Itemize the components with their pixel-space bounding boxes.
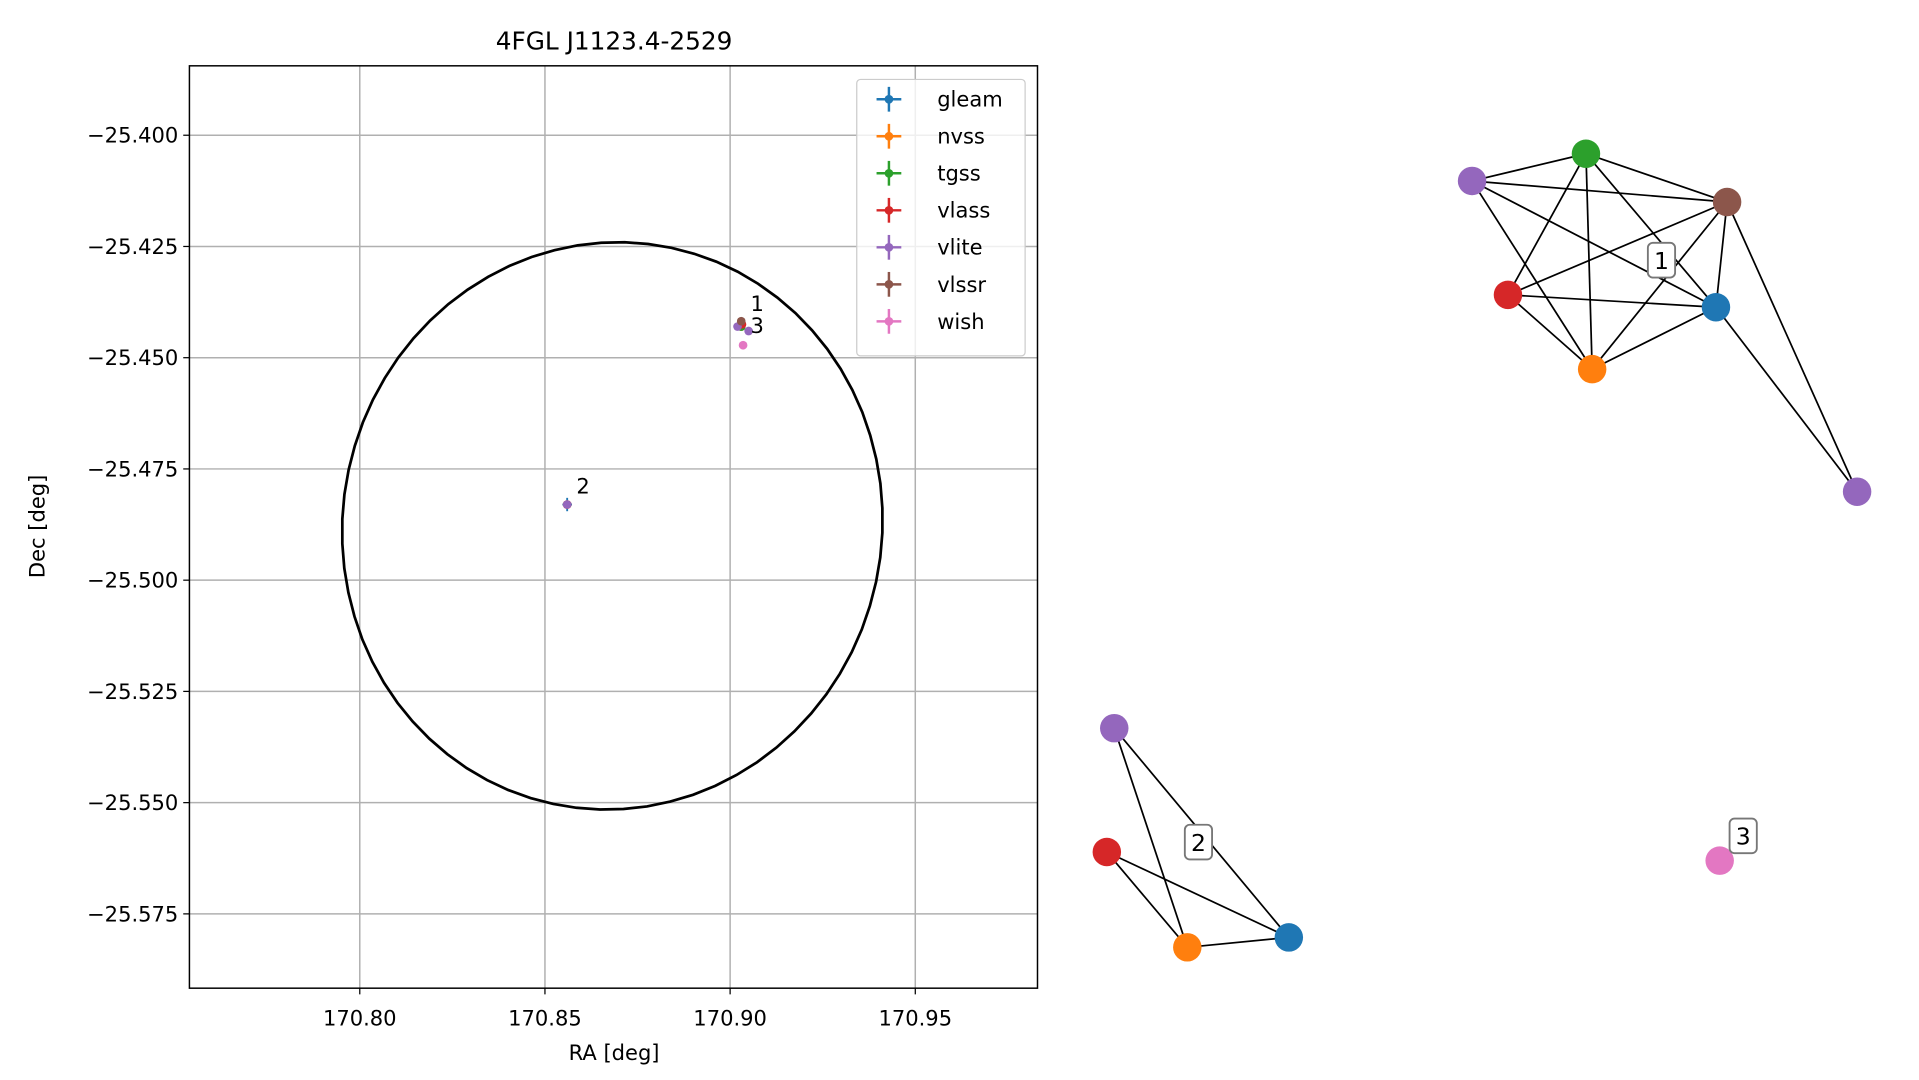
point	[744, 326, 753, 336]
graph-node	[1701, 293, 1731, 322]
plot-frame	[188, 65, 1039, 989]
graph-node	[1577, 354, 1607, 384]
legend-marker	[884, 280, 894, 289]
graph-node	[1493, 280, 1523, 310]
legend-label: gleam	[937, 87, 1003, 112]
y-tick-label: −25.525	[87, 679, 178, 704]
graph-edge	[1507, 294, 1593, 370]
error-ellipse	[340, 240, 884, 811]
graph-edge	[1715, 201, 1728, 308]
graph-node	[1842, 477, 1872, 506]
graph-edge	[1471, 152, 1587, 182]
x-tick-label: 170.85	[508, 1005, 582, 1030]
y-tick-label: −25.450	[87, 345, 178, 370]
graph-node	[1173, 933, 1202, 962]
y-axis-label: Dec [deg]	[25, 475, 50, 578]
graph-edge	[1106, 851, 1188, 948]
chart-title: 4FGL J1123.4-2529	[496, 27, 733, 56]
annotation: 1	[750, 291, 763, 316]
graph-node	[1712, 187, 1742, 217]
graph-node	[1092, 837, 1122, 867]
point	[736, 316, 746, 326]
y-tick-label: −25.500	[87, 568, 178, 593]
y-tick-label: −25.475	[87, 456, 178, 481]
legend-marker	[884, 131, 894, 141]
group-label: 3	[1736, 823, 1751, 851]
legend-label: tgss	[937, 161, 981, 186]
graph-edge	[1471, 180, 1728, 203]
legend-marker	[884, 168, 894, 178]
y-tick-label: −25.575	[87, 901, 178, 926]
graph-node	[1100, 713, 1129, 743]
group-label: 2	[1191, 829, 1206, 857]
graph-edge	[1507, 153, 1587, 296]
graph-edge	[1187, 936, 1289, 949]
graph-node	[1571, 139, 1601, 168]
graph-edge	[1726, 201, 1858, 493]
group-label-box	[1183, 823, 1213, 861]
graph-edge	[1591, 201, 1728, 370]
legend-marker	[884, 94, 894, 104]
graph-edge	[1591, 306, 1717, 370]
group-label: 1	[1654, 247, 1669, 275]
legend-marker	[884, 242, 894, 252]
graph-edge	[1106, 851, 1290, 939]
graph-edge	[1471, 180, 1593, 370]
graph-edge	[1471, 180, 1717, 309]
graph-node	[1705, 846, 1734, 875]
legend-marker	[884, 317, 894, 326]
graph-node	[1274, 923, 1304, 952]
group-label-box	[1728, 817, 1758, 855]
point	[562, 500, 572, 509]
legend-label: wish	[937, 309, 984, 334]
graph-edge	[1585, 153, 1717, 308]
legend-label: nvss	[937, 124, 985, 149]
x-axis-label: RA [deg]	[569, 1040, 660, 1065]
point	[738, 340, 748, 350]
graph-edge	[1507, 293, 1717, 309]
graph-node	[1457, 166, 1487, 196]
graph-edge	[1113, 727, 1189, 948]
y-tick-label: −25.425	[87, 234, 178, 259]
legend-label: vlite	[937, 235, 982, 260]
x-tick-label: 170.90	[693, 1005, 767, 1030]
legend: gleam nvss tgss vlass vlite vlssr wish	[856, 78, 1026, 357]
legend-marker	[884, 205, 894, 215]
legend-label: vlssr	[937, 272, 986, 297]
y-tick-label: −25.400	[87, 123, 178, 148]
annotation: 2	[576, 473, 589, 498]
x-tick-label: 170.80	[323, 1005, 397, 1030]
graph-edge	[1507, 201, 1728, 296]
y-tick-label: −25.550	[87, 790, 178, 815]
legend-label: vlass	[937, 198, 990, 223]
group-label-box	[1646, 241, 1677, 279]
graph-edge	[1585, 152, 1728, 203]
legend-box	[856, 78, 1026, 357]
annotation: 3	[750, 313, 763, 338]
graph-edge	[1715, 306, 1858, 493]
x-tick-label: 170.95	[878, 1005, 952, 1030]
